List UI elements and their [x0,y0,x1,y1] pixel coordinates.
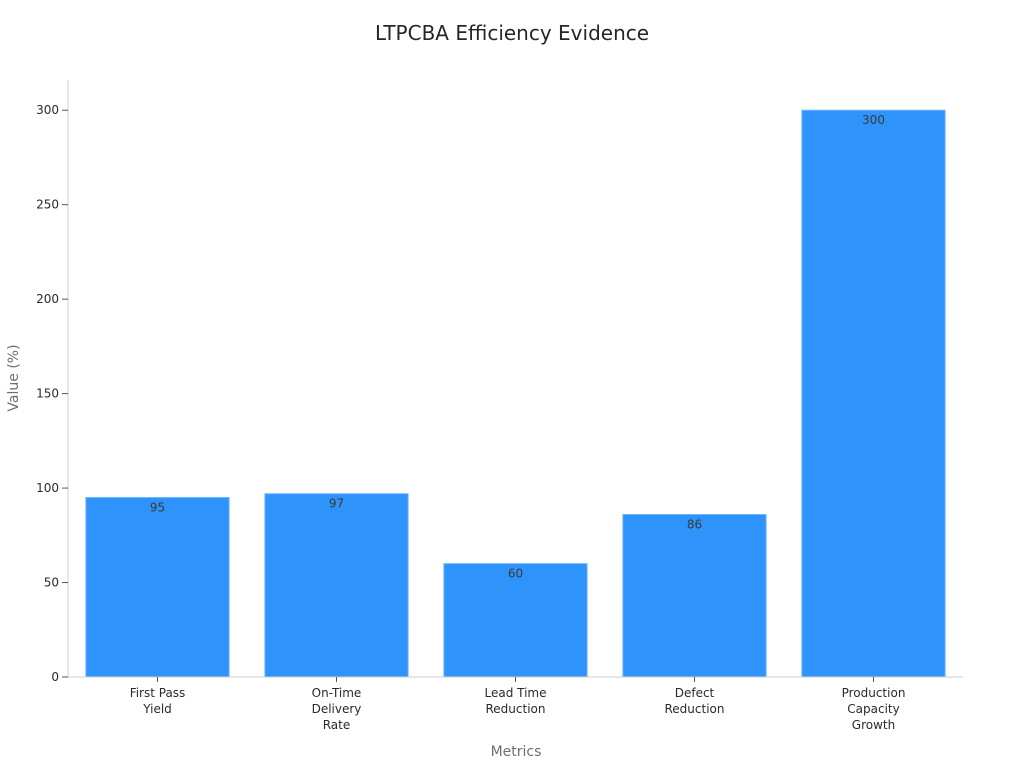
x-axis: First Pass Yield On-Time Delivery Rate Lead T… [68,676,963,732]
y-tick-label: 100 [36,481,59,495]
x-tick-label: First Pass Yield [130,686,186,716]
bar [264,493,409,678]
x-axis-title: Metrics [491,744,542,760]
bar [443,563,588,678]
y-tick-label: 0 [51,670,59,684]
y-tick-label: 300 [36,103,59,117]
bar [622,514,767,678]
data-label: 95 [150,501,165,515]
x-tick-label: Lead Time Reduction [484,686,546,716]
bar [85,497,230,678]
x-tick-label: Production Capacity Growth [842,686,906,732]
y-tick-label: 150 [36,387,59,401]
data-label: 300 [862,113,885,127]
bar [801,109,946,678]
y-tick-label: 50 [44,576,59,590]
plot-area: 95 97 60 86 300 [85,109,946,678]
y-axis-title: Value (%) [6,344,22,411]
data-label: 86 [687,518,702,532]
x-tick-label: On-Time Delivery Rate [312,686,362,732]
chart-title: LTPCBA Efficiency Evidence [375,21,649,45]
y-tick-label: 250 [36,198,59,212]
data-label: 97 [329,497,344,511]
x-tick-label: Defect Reduction [665,686,725,716]
y-axis: 0 50 100 150 200 250 300 [36,80,69,684]
y-tick-label: 200 [36,292,59,306]
data-label: 60 [508,567,523,581]
